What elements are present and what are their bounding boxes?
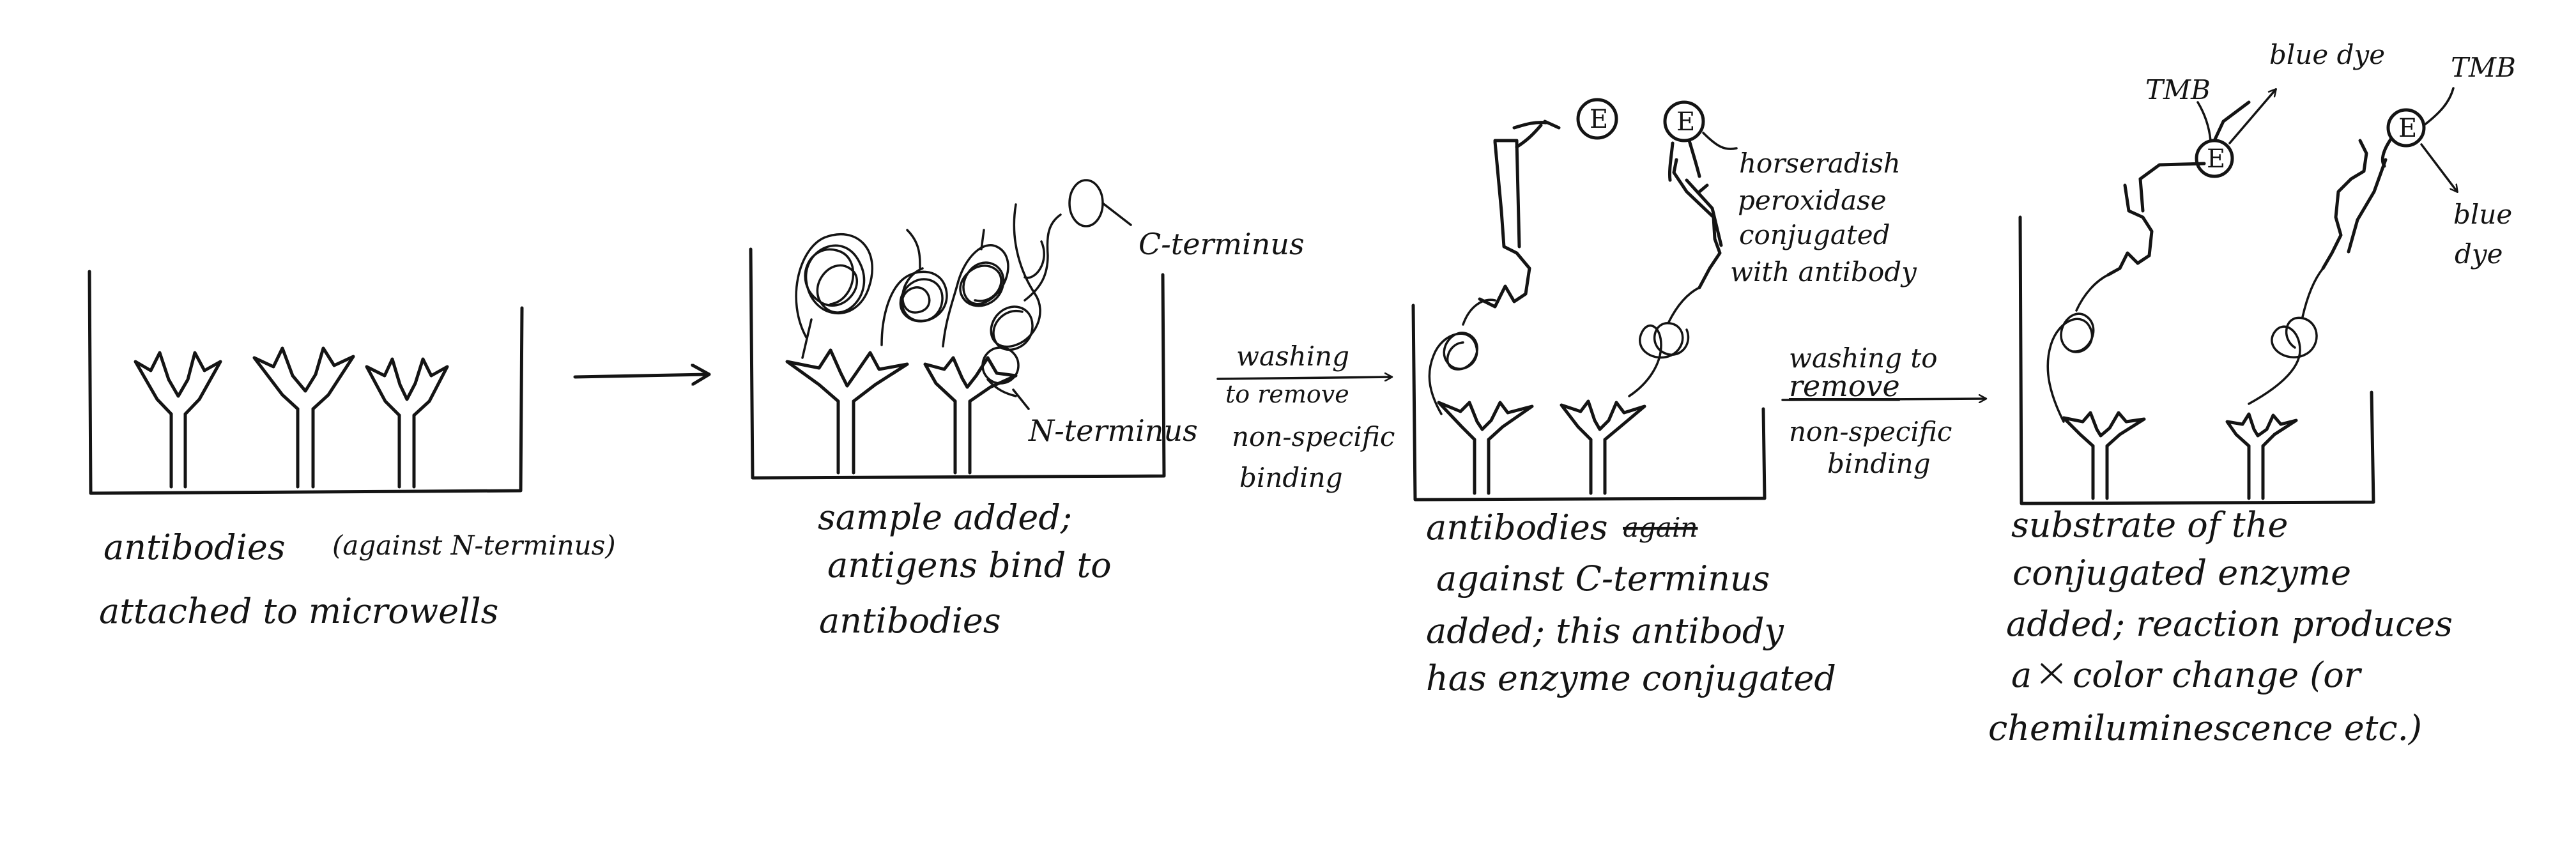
panel-1-caption-line1b: (against N-terminus) xyxy=(332,530,616,561)
c-terminus-loop xyxy=(1068,179,1132,227)
transition-arrow xyxy=(573,374,708,377)
label-c-terminus: C-terminus xyxy=(1138,227,1305,261)
panel-3: E E horseradish peroxidase conjugated wi… xyxy=(1411,98,1917,698)
step-2-line2: remove xyxy=(1789,369,1900,403)
panel-2-caption-line3: antibodies xyxy=(819,601,1001,641)
antigen-2 xyxy=(880,229,948,346)
microwell-3 xyxy=(1411,303,1767,502)
antigen-8 xyxy=(2248,267,2324,405)
tmb-left-line xyxy=(2196,101,2212,142)
enzyme-e-3: E xyxy=(2207,144,2225,174)
panel-4: E E TMB blue dye TMB blue dye substrate … xyxy=(1988,39,2516,748)
scribble-mark xyxy=(2041,663,2062,684)
tmb-label-right: TMB xyxy=(2451,52,2516,83)
detection-antibody-3 xyxy=(2106,100,2251,277)
capture-antibody-6 xyxy=(1437,401,1534,495)
detection-antibody-4 xyxy=(2321,108,2426,270)
blue-dye-arrow-top xyxy=(2228,89,2276,144)
blue-dye-label-top: blue dye xyxy=(2269,39,2385,70)
hrp-label-line1: horseradish xyxy=(1739,148,1901,179)
microwell-2 xyxy=(749,247,1166,480)
antigen-4 xyxy=(981,203,1062,397)
n-terminus-pointer xyxy=(1012,388,1030,410)
step-2-line4: binding xyxy=(1827,448,1931,479)
hrp-label-line3: conjugated xyxy=(1739,219,1890,250)
panel-4-caption-line3: added; reaction produces xyxy=(2006,604,2453,644)
capture-antibody-7 xyxy=(1560,399,1646,495)
capture-antibody-9 xyxy=(2225,412,2298,500)
panel-3-caption-line1a: antibodies xyxy=(1426,507,1608,548)
antigen-5 xyxy=(1428,298,1496,415)
panel-4-caption-line4a: a xyxy=(2011,655,2032,695)
capture-antibody-2 xyxy=(252,346,355,489)
tmb-right-line xyxy=(2423,87,2455,127)
washing-step-2: washing to remove non-specific binding xyxy=(1781,342,1986,479)
capture-antibody-3 xyxy=(365,357,449,489)
blue-dye-arrow-right xyxy=(2420,143,2457,192)
panel-2-caption-line2: antigens bind to xyxy=(827,545,1112,585)
panel-1-caption-line1a: antibodies xyxy=(103,527,286,567)
step-1-line4: binding xyxy=(1239,462,1343,493)
panel-4-caption-line1: substrate of the xyxy=(2011,505,2288,545)
step-1-arrow xyxy=(1216,377,1392,379)
panel-2-caption-line1: sample added; xyxy=(818,497,1072,537)
antigen-1 xyxy=(795,233,873,359)
tmb-label-left: TMB xyxy=(2145,74,2211,105)
enzyme-e-2: E xyxy=(1676,107,1695,137)
panel-1-caption-line2: attached to microwells xyxy=(99,591,498,631)
step-1-line1: washing xyxy=(1236,341,1349,372)
blue-dye-label-right-2: dye xyxy=(2455,238,2503,270)
antigen-7 xyxy=(2046,273,2110,423)
detection-antibody-2 xyxy=(1663,100,1723,289)
panel-3-caption-line3: added; this antibody xyxy=(1426,611,1784,651)
step-2-arrow xyxy=(1781,399,1986,400)
step-1-line3: non-specific xyxy=(1232,421,1395,452)
step-2-line3: non-specific xyxy=(1789,416,1952,447)
hrp-label-line2: peroxidase xyxy=(1738,185,1887,216)
microwell-1 xyxy=(88,270,524,495)
capture-antibody-5 xyxy=(923,356,1018,475)
blue-dye-label-right-1: blue xyxy=(2453,199,2512,230)
capture-antibody-4 xyxy=(785,348,909,475)
capture-antibody-8 xyxy=(2062,411,2146,500)
capture-antibody-1 xyxy=(134,351,222,489)
panel-4-caption-line2: conjugated enzyme xyxy=(2012,553,2351,593)
panel-2: C-terminus N-terminus sample added; anti… xyxy=(749,179,1305,641)
label-n-terminus: N-terminus xyxy=(1028,413,1198,448)
antigen-3 xyxy=(942,229,1009,348)
antigen-6 xyxy=(1628,286,1701,397)
panel-3-caption-line2: against C-terminus xyxy=(1436,558,1770,599)
microwell-4 xyxy=(2018,215,2375,505)
step-2-line1: washing to xyxy=(1789,342,1937,374)
enzyme-e-1: E xyxy=(1590,105,1608,134)
panel-1: antibodies (against N-terminus) attached… xyxy=(88,270,616,631)
step-1-line2: to remove xyxy=(1225,380,1349,408)
panel-3-caption-struck: again xyxy=(1623,512,1698,543)
detection-antibody-1 xyxy=(1478,98,1618,309)
washing-step-1: washing to remove non-specific binding xyxy=(1216,341,1395,493)
panel-4-caption-line5: chemiluminescence etc.) xyxy=(1988,708,2422,748)
hrp-pointer xyxy=(1702,132,1738,150)
panel-4-caption-line4b: color change (or xyxy=(2073,655,2363,695)
enzyme-e-4: E xyxy=(2398,114,2417,143)
hrp-label-line4: with antibody xyxy=(1730,256,1917,288)
panel-3-caption-line4: has enzyme conjugated xyxy=(1426,658,1836,698)
